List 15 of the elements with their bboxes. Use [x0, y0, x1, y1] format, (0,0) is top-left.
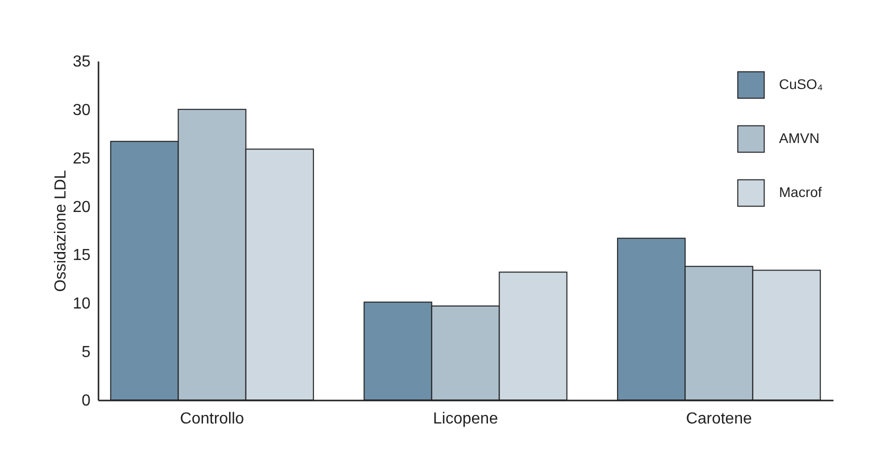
legend-label: Macrof [779, 184, 822, 200]
y-tick-label: 25 [72, 150, 91, 168]
legend-label: AMVN [779, 130, 820, 146]
x-tick-label: Licopene [433, 410, 498, 428]
y-tick-label: 20 [72, 198, 91, 216]
y-tick-label: 5 [82, 344, 91, 362]
x-tick-label: Controllo [180, 410, 244, 428]
y-tick-label: 15 [72, 247, 91, 264]
y-tick-label: 10 [72, 296, 91, 313]
y-tick-label: 0 [82, 392, 91, 410]
y-axis-title: Ossidazione LDL [52, 170, 70, 292]
y-tick-label: 30 [72, 102, 91, 119]
y-tick-label: 35 [72, 54, 91, 70]
legend-label: CuSO₄ [779, 76, 824, 92]
x-tick-label: Carotene [686, 410, 752, 428]
